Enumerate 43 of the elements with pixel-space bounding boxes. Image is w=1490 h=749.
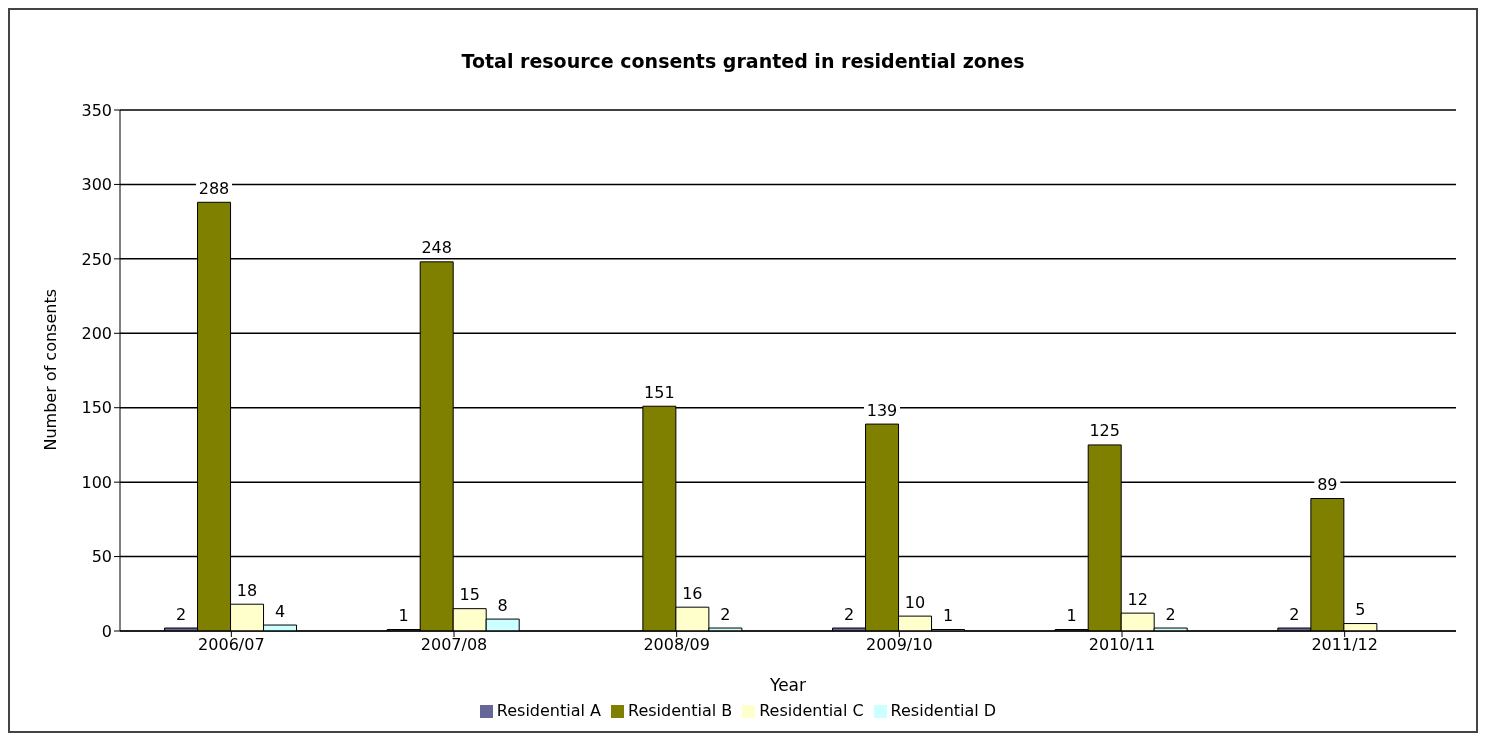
- x-tick-label: 2009/10: [866, 635, 933, 655]
- data-label: 1: [1066, 606, 1077, 626]
- data-label: 5: [1355, 600, 1366, 620]
- data-label: 2: [175, 604, 187, 624]
- data-label: 12: [1127, 589, 1148, 609]
- legend-label: Residential C: [759, 701, 864, 720]
- y-tick-label: 100: [81, 472, 112, 492]
- y-tick-label: 150: [81, 398, 112, 418]
- x-tick-label: 2011/12: [1311, 635, 1378, 655]
- legend-label: Residential D: [890, 701, 997, 720]
- data-label: 139: [866, 400, 898, 420]
- y-axis-title: Number of consents: [40, 288, 60, 451]
- x-tick-label: 2008/09: [643, 635, 710, 655]
- data-label: 2: [720, 604, 731, 624]
- data-label: 2: [843, 604, 855, 624]
- data-label: 1: [942, 606, 954, 626]
- data-label: 10: [904, 592, 926, 612]
- data-label: 248: [421, 238, 452, 258]
- data-label: 151: [644, 382, 675, 402]
- x-tick-label: 2007/08: [420, 635, 488, 655]
- x-tick-label: 2010/11: [1088, 635, 1156, 655]
- data-label: 1: [398, 606, 409, 626]
- y-tick-label: 50: [91, 547, 112, 567]
- data-label: 89: [1317, 475, 1338, 495]
- data-label: 288: [198, 178, 230, 198]
- data-label: 18: [236, 580, 258, 600]
- legend-label: Residential A: [496, 701, 602, 720]
- y-tick-label: 350: [81, 100, 112, 120]
- data-label: 15: [459, 585, 480, 605]
- y-tick-label: 200: [81, 323, 112, 343]
- y-tick-label: 0: [101, 621, 112, 641]
- x-axis-title: Year: [769, 675, 806, 695]
- data-label: 4: [274, 601, 286, 621]
- data-label: 8: [497, 595, 508, 615]
- data-label: 2: [1165, 604, 1176, 624]
- data-label: 125: [1089, 421, 1120, 441]
- data-label: 16: [682, 583, 703, 603]
- y-tick-label: 250: [81, 249, 112, 269]
- chart-title: Total resource consents granted in residential zones: [460, 49, 1026, 74]
- x-tick-label: 2006/07: [198, 635, 265, 655]
- data-label: 2: [1289, 604, 1300, 624]
- y-tick-label: 300: [81, 175, 112, 195]
- legend-label: Residential B: [628, 701, 733, 720]
